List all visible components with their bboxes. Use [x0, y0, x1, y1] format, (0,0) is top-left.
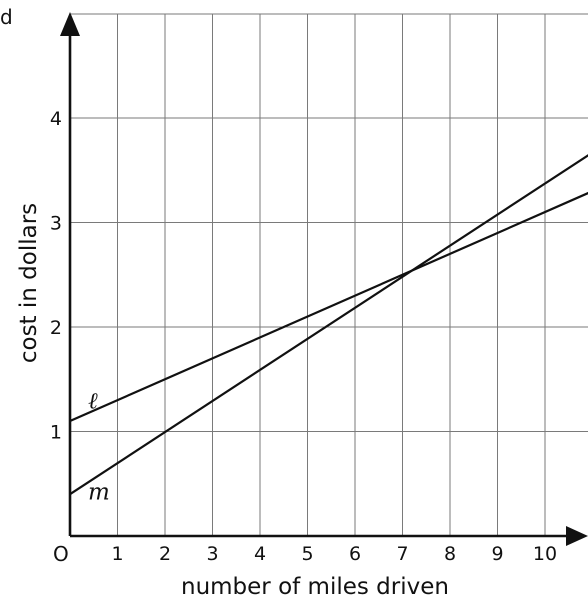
y-tick-label: 1	[50, 422, 62, 444]
corner-fragment: d	[0, 5, 13, 29]
y-tick-label: 4	[50, 108, 62, 130]
x-axis-title: number of miles driven	[181, 574, 449, 600]
origin-label: O	[53, 542, 69, 566]
x-tick-label: 3	[206, 543, 218, 565]
y-tick-label: 2	[50, 317, 62, 339]
series-line-l	[69, 191, 588, 423]
x-tick-label: 2	[159, 543, 171, 565]
x-axis-arrow-icon	[566, 526, 588, 546]
axes	[60, 12, 588, 546]
y-axis-arrow-icon	[60, 12, 80, 36]
tick-labels: 1 2 3 4 5 6 7 8 9 10 1 2 3 4	[50, 108, 557, 565]
x-tick-label: 4	[254, 543, 266, 565]
y-tick-label: 3	[50, 213, 62, 235]
x-tick-label: 6	[349, 543, 361, 565]
series-label: ℓ	[88, 389, 98, 415]
series-lines: ℓm	[69, 154, 588, 505]
grid	[70, 13, 588, 536]
y-axis-title: cost in dollars	[16, 203, 42, 363]
x-tick-label: 5	[301, 543, 313, 565]
x-tick-label: 7	[396, 543, 408, 565]
x-tick-label: 9	[491, 543, 503, 565]
series-label: m	[88, 479, 110, 505]
x-tick-label: 1	[111, 543, 123, 565]
x-tick-label: 8	[444, 543, 456, 565]
x-tick-label: 10	[533, 543, 557, 565]
series-line-m	[69, 154, 588, 496]
